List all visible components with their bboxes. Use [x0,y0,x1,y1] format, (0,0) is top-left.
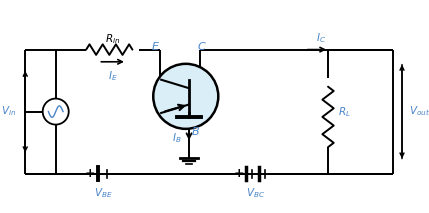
Text: $I_B$: $I_B$ [172,131,182,145]
Circle shape [43,99,69,125]
Text: +: + [234,167,245,180]
Text: $V_{BC}$: $V_{BC}$ [246,186,265,200]
Text: E: E [152,42,159,52]
Circle shape [153,64,218,129]
Text: -: - [113,167,119,181]
Text: $V_{BE}$: $V_{BE}$ [94,186,112,200]
Text: $I_C$: $I_C$ [316,31,326,45]
Text: $V_{in}$: $V_{in}$ [1,105,16,118]
Text: -: - [269,167,275,181]
Text: C: C [197,42,205,52]
Text: B: B [191,127,199,137]
Text: $R_L$: $R_L$ [338,106,351,119]
Text: $R_{in}$: $R_{in}$ [105,32,120,46]
Text: $I_E$: $I_E$ [108,69,118,83]
Text: +: + [84,167,95,180]
Text: $V_{out}$: $V_{out}$ [409,105,429,118]
